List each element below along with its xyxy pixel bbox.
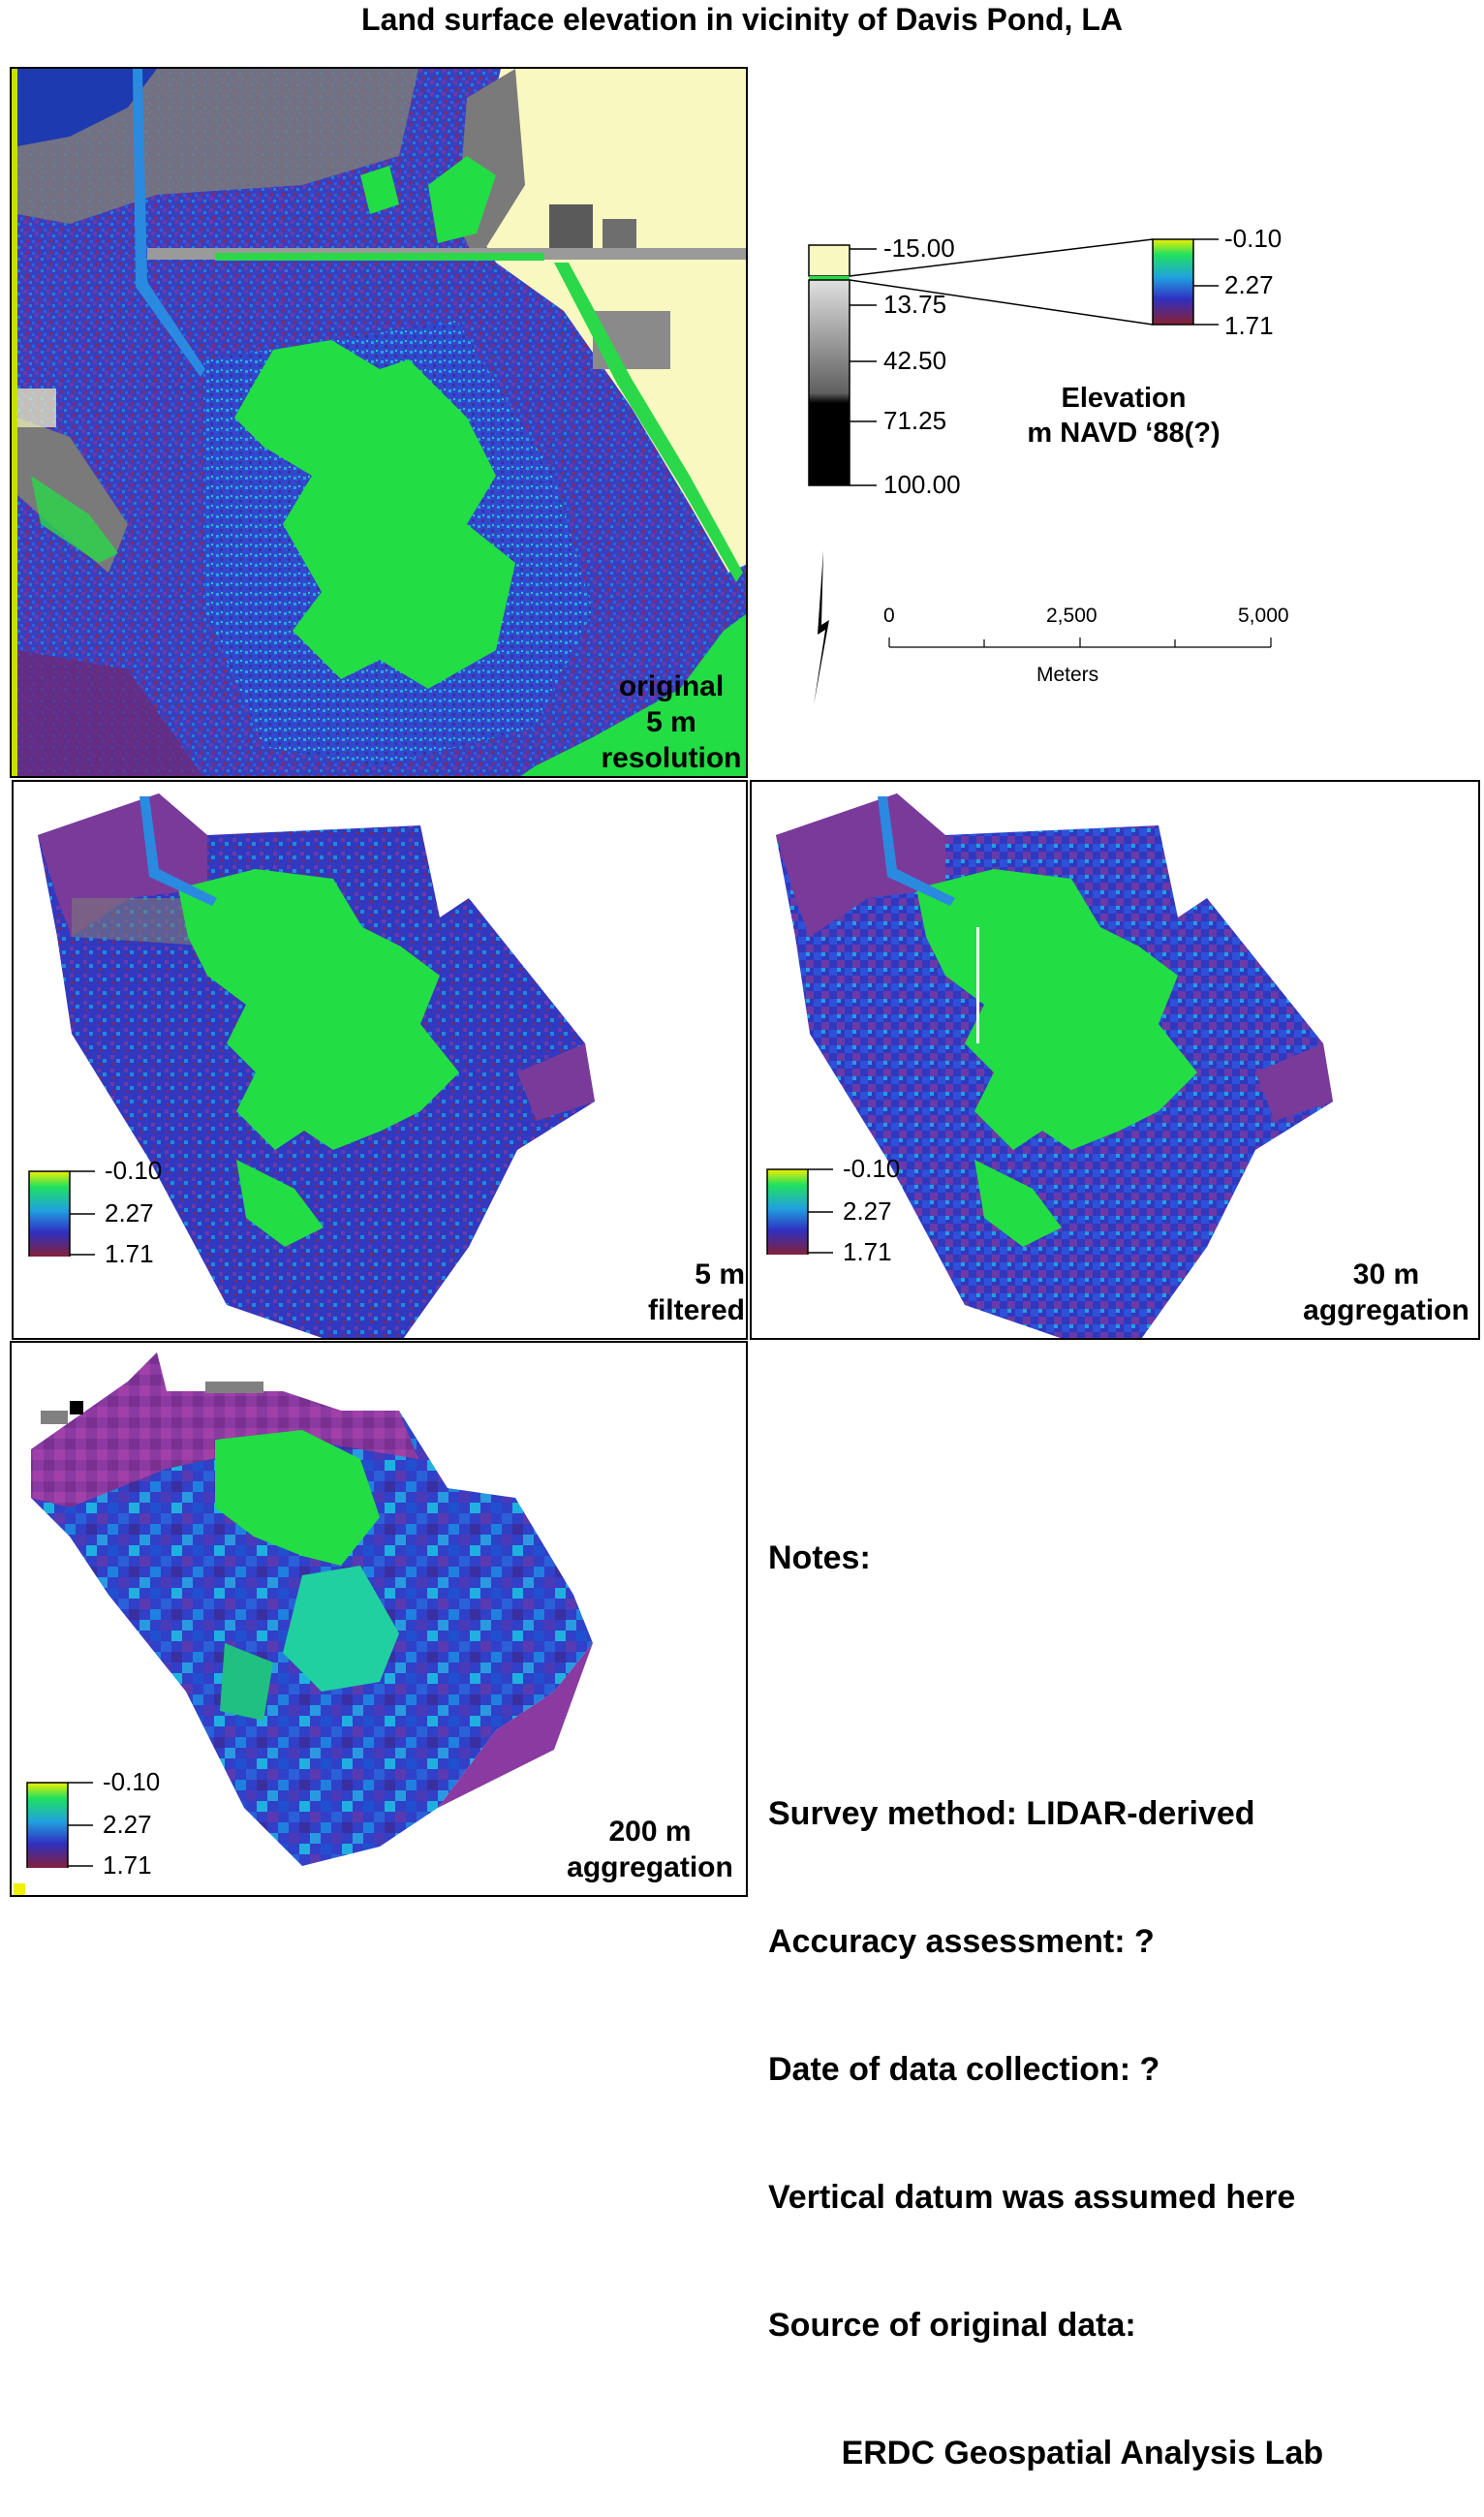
agg30-map <box>776 793 1333 1338</box>
mini-legend-tick: 2.27 <box>105 1198 154 1227</box>
yellow-edge <box>12 69 17 776</box>
mini-legend-tick: 1.71 <box>105 1239 154 1268</box>
map-panel-filtered: -0.10 2.27 1.71 5 m filtered <box>12 780 748 1340</box>
legend-tick: 100.00 <box>883 470 961 499</box>
map-panel-agg30: -0.10 2.27 1.71 30 m aggregation <box>750 780 1480 1340</box>
inset-tick: -0.10 <box>1224 224 1283 253</box>
scale-tick-label: 0 <box>883 605 895 627</box>
mini-legend-tick: -0.10 <box>103 1767 161 1796</box>
notes-heading: Notes: <box>768 1539 871 1576</box>
label-line: filtered <box>647 1294 745 1326</box>
filtered-map <box>38 793 595 1338</box>
notes-line: ERDC Geospatial Analysis Lab <box>768 2435 1324 2471</box>
scale-unit: Meters <box>1036 664 1099 686</box>
mini-legend: -0.10 2.27 1.71 <box>27 1150 182 1268</box>
panel-label-original: original 5 m resolution <box>593 668 746 776</box>
label-line: aggregation <box>1303 1294 1469 1326</box>
label-line: 30 m <box>1352 1258 1420 1290</box>
page-title: Land surface elevation in vicinity of Da… <box>361 2 1123 37</box>
notes-line: Vertical datum was assumed here <box>768 2179 1296 2216</box>
original-map <box>12 69 746 776</box>
map-panel-agg200: -0.10 2.27 1.71 200 m aggregation <box>10 1341 748 1897</box>
label-line: original <box>618 670 725 702</box>
legend-title-line: m NAVD ‘88(?) <box>1027 418 1221 449</box>
notes: Notes: Survey method: LIDAR-derived Accu… <box>768 1451 1323 2517</box>
mini-legend-tick: 2.27 <box>103 1810 152 1839</box>
scale-bar-graphic <box>888 637 1272 648</box>
mini-legend: -0.10 2.27 1.71 <box>25 1761 180 1880</box>
label-line: 5 m <box>695 1258 745 1290</box>
mini-legend: -0.10 2.27 1.71 <box>765 1148 920 1266</box>
label-line: aggregation <box>567 1851 733 1883</box>
scale-tick-label: 5,000 <box>1238 605 1289 627</box>
river-area <box>17 69 157 146</box>
mini-legend-tick: -0.10 <box>843 1154 901 1183</box>
legend-tick: 13.75 <box>883 290 947 319</box>
legend-title: Elevation m NAVD ‘88(?) <box>998 381 1250 451</box>
panel-label-agg30: 30 m aggregation <box>1294 1257 1478 1328</box>
mini-legend-tick: 2.27 <box>843 1196 892 1226</box>
mini-legend-tick: 1.71 <box>103 1850 152 1880</box>
mini-legend-graphic <box>28 1170 95 1257</box>
notes-line: Survey method: LIDAR-derived <box>768 1795 1255 1832</box>
legend-tick: 42.50 <box>883 346 947 375</box>
mini-legend-graphic <box>766 1168 833 1255</box>
map-panel-original: original 5 m resolution <box>10 67 748 778</box>
scale-tick-label: 2,500 <box>1046 605 1098 627</box>
mini-legend-graphic <box>26 1782 93 1868</box>
corner-marker <box>14 1883 25 1895</box>
notes-line: Source of original data: <box>768 2307 1136 2344</box>
inset-tick: 2.27 <box>1224 270 1274 299</box>
notes-line: Accuracy assessment: ? <box>768 1923 1155 1960</box>
legend-tick: 71.25 <box>883 406 947 435</box>
scale-bar: 0 2,500 5,000 Meters <box>872 601 1298 688</box>
legend-title-line: Elevation <box>1061 383 1187 414</box>
panel-label-agg200: 200 m aggregation <box>554 1814 746 1885</box>
panel-label-filtered: 5 m filtered <box>624 1257 745 1328</box>
mini-legend-tick: -0.10 <box>105 1156 163 1185</box>
label-line: 200 m <box>608 1816 692 1848</box>
agg200-map <box>31 1352 593 1866</box>
mini-legend-tick: 1.71 <box>843 1237 892 1266</box>
inset-tick: 1.71 <box>1224 311 1274 340</box>
legend-tick: -15.00 <box>883 233 955 263</box>
north-arrow-icon <box>814 550 829 705</box>
elevation-legend: -15.00 13.75 42.50 71.25 100.00 -0.10 2.… <box>804 224 1282 509</box>
notes-line: Date of data collection: ? <box>768 2051 1160 2088</box>
label-line: resolution <box>601 742 742 774</box>
legend-graphic <box>808 238 1219 486</box>
label-line: 5 m <box>646 706 696 738</box>
